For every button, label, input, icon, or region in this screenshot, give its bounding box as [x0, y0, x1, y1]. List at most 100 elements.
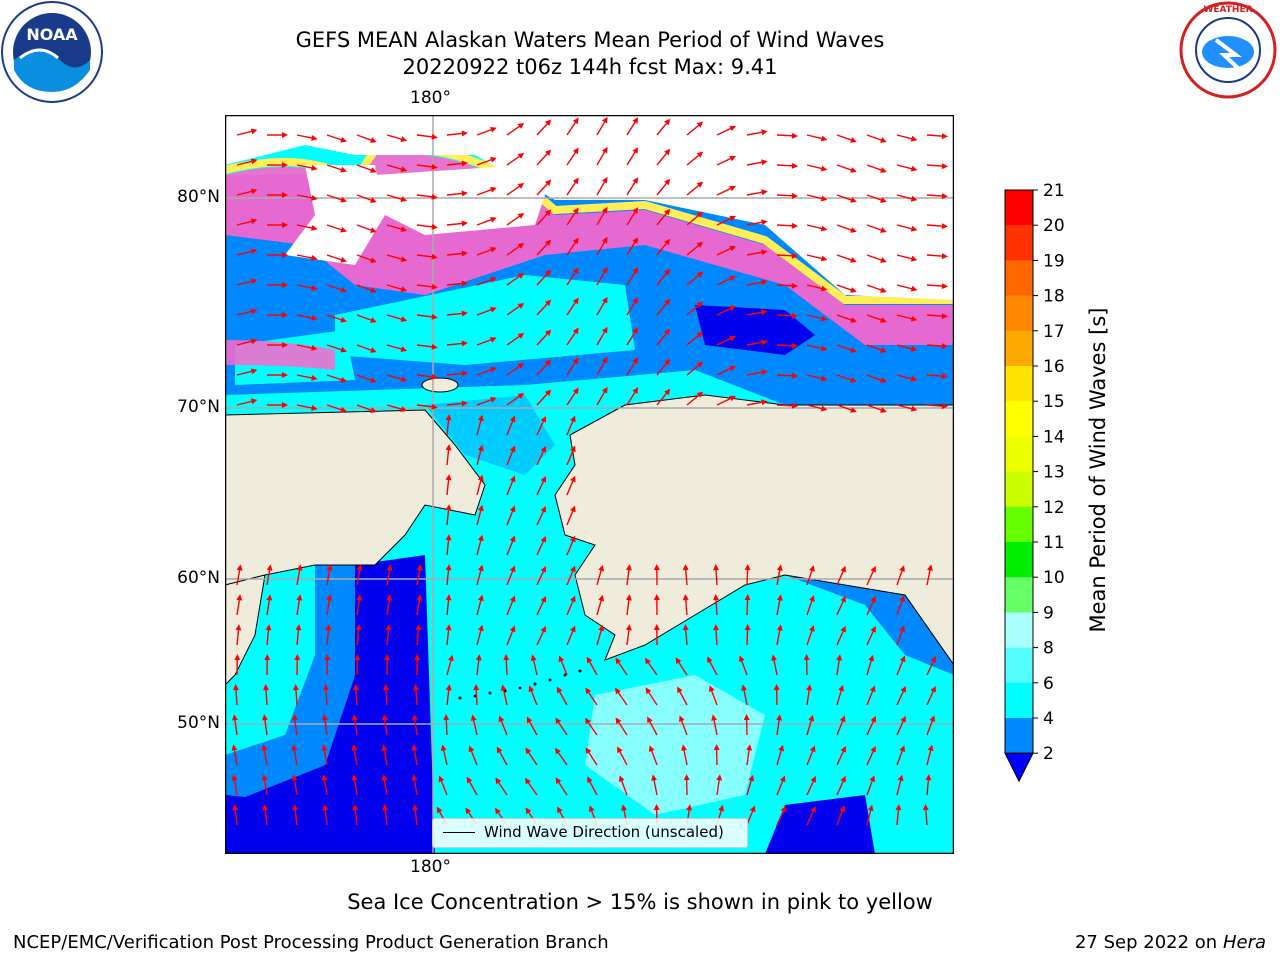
wind-wave-arrowhead — [664, 118, 671, 126]
wind-wave-arrowhead — [632, 147, 639, 154]
wind-wave-arrowhead — [820, 405, 828, 412]
wind-wave-arrow — [476, 398, 495, 406]
wind-wave-arrowhead — [431, 373, 438, 380]
wind-wave-arrowhead — [880, 227, 887, 233]
wind-wave-arrowhead — [682, 624, 689, 631]
wind-wave-arrowhead — [713, 624, 720, 631]
wind-wave-arrowhead — [587, 776, 593, 784]
wind-wave-arrowhead — [461, 220, 468, 227]
wind-wave-arrowhead — [431, 163, 438, 170]
wind-wave-arrowhead — [431, 253, 438, 260]
wind-wave-arrowhead — [632, 297, 639, 304]
wind-wave-arrowhead — [927, 744, 934, 752]
wind-wave-arrowhead — [370, 287, 377, 293]
wind-wave-arrow — [716, 306, 734, 316]
wind-wave-arrowhead — [324, 654, 331, 661]
wind-wave-arrow — [616, 659, 628, 676]
wind-wave-arrowhead — [791, 282, 798, 289]
wind-wave-arrowhead — [340, 196, 347, 203]
wind-wave-arrow — [626, 119, 638, 136]
wind-wave-arrowhead — [250, 278, 258, 285]
wind-wave-arrow — [616, 689, 628, 706]
wind-wave-arrowhead — [509, 475, 516, 483]
mid-ocean-west — [225, 565, 355, 805]
wind-wave-arrowhead — [618, 775, 625, 783]
wind-wave-arrowhead — [713, 744, 720, 751]
wind-wave-arrowhead — [431, 133, 438, 140]
wind-wave-arrowhead — [744, 594, 751, 601]
wind-wave-arrowhead — [820, 375, 828, 382]
wind-wave-arrow — [296, 314, 315, 320]
wind-wave-arrowhead — [585, 687, 592, 695]
wind-wave-arrowhead — [653, 624, 660, 631]
wind-wave-arrowhead — [281, 312, 288, 319]
wind-wave-arrowhead — [899, 655, 906, 663]
wind-wave-arrow — [536, 628, 546, 646]
wind-wave-arrowhead — [729, 275, 736, 282]
wind-wave-arrowhead — [820, 345, 828, 352]
wind-wave-arrowhead — [281, 282, 288, 289]
wind-wave-arrow — [566, 418, 575, 436]
wind-wave-arrow — [476, 128, 495, 136]
wind-wave-arrowhead — [651, 774, 658, 781]
wind-wave-arrow — [566, 239, 578, 256]
deep-ocean-southwest — [225, 795, 435, 854]
wind-wave-arrow — [506, 304, 523, 316]
wind-wave-arrow — [626, 209, 638, 226]
wind-wave-arrow — [746, 311, 765, 316]
wind-wave-arrowhead — [530, 654, 537, 662]
no-data-area — [285, 165, 385, 265]
wind-wave-arrow — [866, 404, 885, 412]
wind-wave-arrow — [355, 686, 358, 706]
wind-wave-arrow — [866, 164, 885, 172]
wind-wave-arrowhead — [738, 655, 745, 663]
wind-wave-arrow — [746, 371, 765, 376]
wind-wave-arrowhead — [941, 133, 948, 140]
wind-wave-arrowhead — [910, 225, 918, 232]
wind-wave-arrow — [384, 807, 388, 826]
wind-wave-arrow — [476, 507, 483, 526]
wind-wave-arrowhead — [810, 805, 816, 813]
wind-wave-arrow — [866, 777, 874, 796]
wind-wave-arrowhead — [601, 296, 608, 304]
noaa-logo-icon: NOAA — [1, 1, 103, 103]
wind-wave-arrowhead — [250, 218, 258, 225]
wind-wave-arrowhead — [554, 747, 561, 755]
wind-wave-arrow — [566, 299, 578, 316]
colorbar-tick-label: 14 — [1043, 427, 1065, 447]
wind-wave-arrowhead — [490, 156, 497, 163]
wind-wave-arrowhead — [445, 444, 452, 451]
wind-wave-arrowhead — [614, 687, 621, 695]
wind-wave-arrowhead — [791, 132, 798, 139]
wind-wave-arrowhead — [496, 746, 503, 754]
wind-wave-arrowhead — [585, 747, 592, 755]
wind-wave-arrowhead — [572, 117, 579, 125]
footer-date: 27 Sep 2022 on Hera — [1075, 932, 1266, 953]
wind-wave-arrowhead — [400, 196, 408, 203]
wind-wave-arrow — [236, 129, 255, 136]
wind-wave-arrow — [266, 597, 271, 616]
colorbar-tick-label: 21 — [1043, 181, 1065, 201]
wind-wave-arrow — [617, 748, 628, 766]
colorbar-tick-label: 4 — [1043, 709, 1054, 729]
wind-wave-arrow — [596, 627, 603, 646]
wind-wave-arrow — [476, 188, 495, 196]
wind-wave-arrowhead — [588, 805, 595, 813]
wind-wave-arrow — [496, 779, 508, 796]
wind-wave-arrowhead — [899, 625, 905, 632]
wind-wave-arrowhead — [556, 686, 563, 694]
wind-wave-arrowhead — [776, 564, 783, 571]
wind-wave-arrowhead — [370, 227, 377, 233]
wind-wave-arrowhead — [250, 128, 258, 135]
wind-wave-arrow — [836, 807, 844, 826]
wind-wave-arrowhead — [517, 152, 525, 159]
wind-wave-arrowhead — [625, 624, 632, 631]
wind-wave-arrowhead — [490, 246, 497, 253]
wind-wave-arrowhead — [820, 255, 828, 262]
wind-wave-arrowhead — [880, 137, 887, 143]
wind-wave-arrowhead — [632, 267, 639, 274]
wind-wave-arrowhead — [461, 310, 468, 317]
wind-wave-arrowhead — [400, 346, 408, 353]
wind-wave-arrow — [926, 344, 946, 348]
wind-wave-arrowhead — [930, 685, 936, 693]
